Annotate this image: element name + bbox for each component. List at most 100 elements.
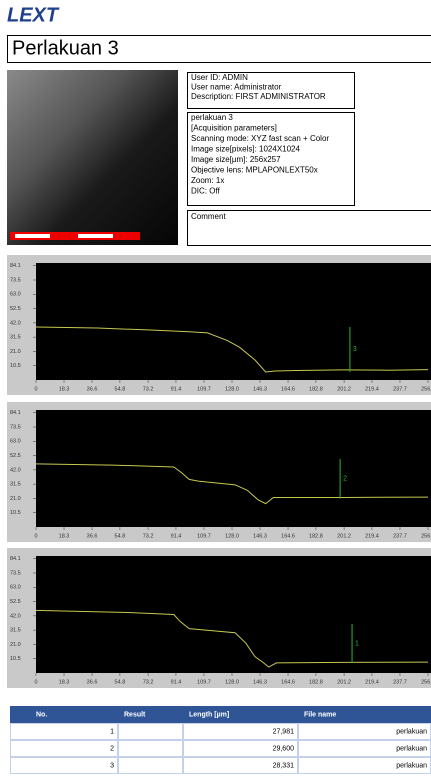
table-cell: [119, 741, 183, 757]
table-cell: [119, 758, 183, 774]
y-tick-label: 84.1: [10, 556, 21, 562]
comment: Comment: [191, 212, 226, 221]
param-line: Image size[pixels]: 1024X1024: [191, 145, 301, 154]
param-line: DIC: Off: [191, 187, 221, 196]
table-cell: [119, 724, 183, 740]
x-tick-label: 18.3: [59, 386, 70, 392]
x-tick-label: 146.3: [253, 679, 267, 685]
x-tick-label: 0: [34, 533, 37, 539]
x-tick-label: 0: [34, 386, 37, 392]
y-tick-label: 10.5: [10, 363, 21, 369]
x-tick-label: 201.2: [337, 386, 351, 392]
x-tick-label: 128.0: [225, 533, 239, 539]
x-tick-label: 201.2: [337, 679, 351, 685]
x-tick-label: 0: [34, 679, 37, 685]
user-line: User name: Administrator: [191, 83, 282, 92]
x-tick-label: 256.0: [421, 679, 431, 685]
y-tick-label: 52.5: [10, 599, 21, 605]
y-tick-label: 42.0: [10, 320, 21, 326]
table-cell-text: 2: [110, 745, 114, 752]
x-tick-label: 109.7: [197, 533, 211, 539]
x-tick-label: 73.2: [143, 533, 154, 539]
x-tick-label: 237.7: [393, 386, 407, 392]
x-tick-label: 36.6: [87, 386, 98, 392]
x-tick-label: 182.8: [309, 533, 323, 539]
x-tick-label: 73.2: [143, 386, 154, 392]
plot-area: [36, 556, 431, 673]
x-tick-label: 146.3: [253, 533, 267, 539]
y-tick-label: 10.5: [10, 656, 21, 662]
x-tick-label: 54.8: [115, 386, 126, 392]
y-tick-label: 63.0: [10, 585, 21, 591]
x-tick-label: 109.7: [197, 679, 211, 685]
y-tick-label: 21.0: [10, 642, 21, 648]
table-cell-text: 27,981: [273, 728, 295, 735]
x-tick-label: 164.6: [281, 533, 295, 539]
x-tick-label: 73.2: [143, 679, 154, 685]
x-tick-label: 164.6: [281, 386, 295, 392]
marker-label: 3: [353, 346, 357, 353]
x-tick-label: 219.4: [365, 679, 379, 685]
x-tick-label: 91.4: [171, 386, 182, 392]
table-cell: [11, 758, 118, 774]
marker-label: 1: [355, 640, 359, 647]
x-tick-label: 91.4: [171, 679, 182, 685]
x-tick-label: 18.3: [59, 679, 70, 685]
x-tick-label: 36.6: [87, 533, 98, 539]
x-tick-label: 182.8: [309, 679, 323, 685]
param-line: Scanning mode: XYZ fast scan + Color: [191, 134, 329, 143]
table-cell: [11, 724, 118, 740]
y-tick-label: 73.5: [10, 570, 21, 576]
table-head-cell: File name: [304, 711, 336, 718]
x-tick-label: 237.7: [393, 679, 407, 685]
table-head-cell: Result: [124, 711, 146, 718]
y-tick-label: 63.0: [10, 292, 21, 298]
y-tick-label: 73.5: [10, 277, 21, 283]
user-line: User ID: ADMIN: [191, 73, 248, 82]
param-line: Zoom: 1x: [191, 176, 224, 185]
x-tick-label: 109.7: [197, 386, 211, 392]
table-cell-text: 28,331: [273, 762, 295, 769]
logo: LEXT: [7, 4, 60, 26]
plot-area: [36, 263, 431, 380]
table-cell-text: 1: [110, 728, 114, 735]
y-tick-label: 31.5: [10, 482, 21, 488]
x-tick-label: 164.6: [281, 679, 295, 685]
y-tick-label: 52.5: [10, 306, 21, 312]
y-tick-label: 84.1: [10, 410, 21, 416]
table-head-cell: No.: [36, 711, 47, 718]
plot-area: [36, 410, 431, 527]
scale-bar-seg: [78, 234, 113, 238]
y-tick-label: 10.5: [10, 510, 21, 516]
x-tick-label: 219.4: [365, 386, 379, 392]
y-tick-label: 42.0: [10, 613, 21, 619]
param-line: Image size[µm]: 256x257: [191, 155, 281, 164]
x-tick-label: 256.0: [421, 533, 431, 539]
param-line: [Acquisition parameters]: [191, 124, 277, 133]
x-tick-label: 36.6: [87, 679, 98, 685]
y-tick-label: 21.0: [10, 349, 21, 355]
table-cell-text: 3: [110, 762, 114, 769]
x-tick-label: 18.3: [59, 533, 70, 539]
y-tick-label: 42.0: [10, 467, 21, 473]
marker-label: 2: [343, 476, 347, 483]
x-tick-label: 219.4: [365, 533, 379, 539]
param-line: perlakuan 3: [191, 113, 233, 122]
x-tick-label: 201.2: [337, 533, 351, 539]
table-head-cell: Length [µm]: [189, 711, 229, 718]
y-tick-label: 73.5: [10, 424, 21, 430]
x-tick-label: 54.8: [115, 679, 126, 685]
x-tick-label: 256.0: [421, 386, 431, 392]
param-line: Objective lens: MPLAPONLEXT50x: [191, 166, 318, 175]
table-cell-text: perlakuan: [396, 762, 427, 769]
y-tick-label: 63.0: [10, 439, 21, 445]
x-tick-label: 54.8: [115, 533, 126, 539]
table-cell-text: perlakuan: [396, 728, 427, 735]
micro-image: [7, 70, 178, 245]
table-cell: [11, 741, 118, 757]
x-tick-label: 237.7: [393, 533, 407, 539]
x-tick-label: 128.0: [225, 386, 239, 392]
y-tick-label: 21.0: [10, 496, 21, 502]
y-tick-label: 31.5: [10, 628, 21, 634]
